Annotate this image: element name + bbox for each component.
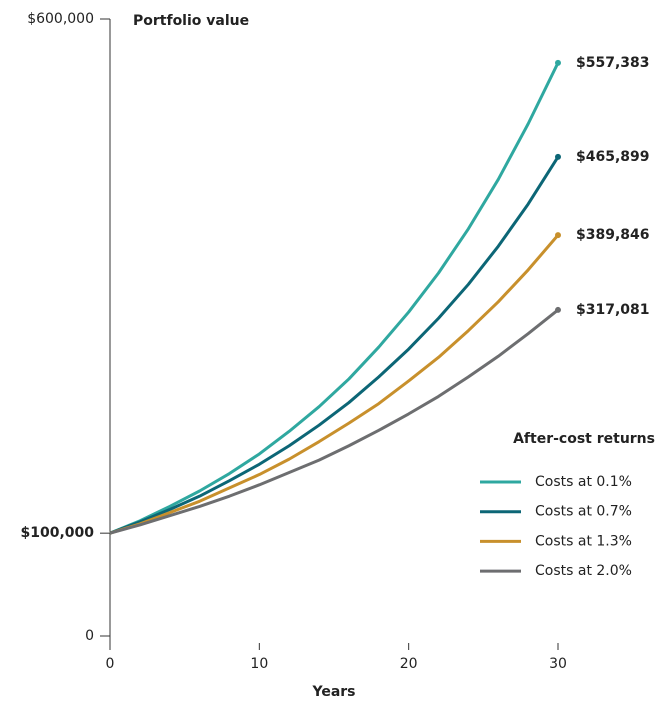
x-tick-label: 0 [106,656,115,672]
end-point [555,232,561,239]
value-label: $465,899 [576,149,650,165]
y-tick-label: 0 [85,628,94,644]
legend-label: Costs at 1.3% [535,533,632,549]
y-axis-label: Portfolio value [133,13,249,29]
legend-title: After-cost returns [513,431,655,447]
legend-label: Costs at 0.1% [535,474,632,490]
line [109,308,559,535]
x-tick-label: 20 [400,656,418,672]
end-point [555,306,561,313]
line [109,156,560,535]
y-tick-label: $100,000 [20,525,94,541]
line [109,234,560,535]
x-axis-label: Years [311,684,355,700]
line [109,62,560,535]
end-point [555,59,561,66]
x-tick-label: 30 [549,656,567,672]
legend-label: Costs at 0.7% [535,504,632,520]
legend-label: Costs at 2.0% [535,563,632,579]
end-point [555,153,561,160]
value-label: $317,081 [576,302,650,318]
y-tick-label: $600,000 [27,11,94,27]
value-label: $389,846 [576,227,650,243]
x-tick-label: 10 [250,656,268,672]
value-label: $557,383 [576,55,650,71]
